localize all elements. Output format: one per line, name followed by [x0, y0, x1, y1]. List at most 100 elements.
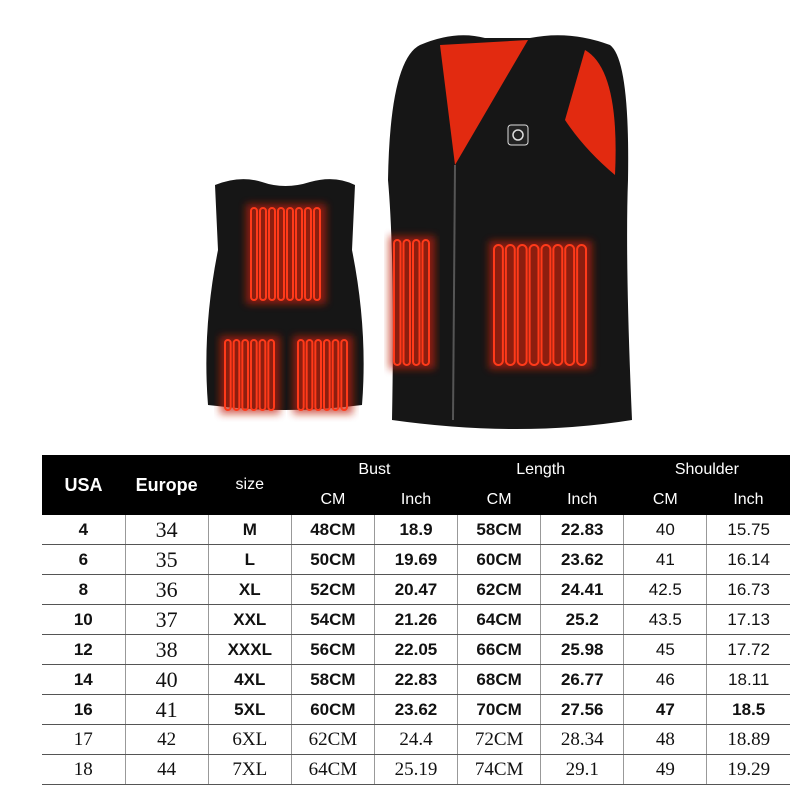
heating-element	[258, 339, 267, 411]
cell-europe: 36	[125, 574, 209, 605]
cell-size: L	[208, 544, 292, 575]
header-shoulder-inch: Inch	[706, 485, 790, 515]
cell-bust-inch: 22.83	[374, 664, 459, 695]
table-row: 14 40 4XL 58CM 22.83 68CM 26.77 46 18.11	[42, 664, 790, 695]
cell-europe: 34	[125, 515, 209, 545]
header-bust-inch: Inch	[374, 485, 458, 515]
header-length-inch: Inch	[540, 485, 624, 515]
cell-usa: 14	[42, 664, 126, 695]
cell-length-cm: 68CM	[457, 664, 542, 695]
cell-shoulder-cm: 45	[623, 634, 708, 665]
heating-pads	[389, 236, 592, 369]
table-row: 10 37 XXL 54CM 21.26 64CM 25.2 43.5 17.13	[42, 604, 790, 635]
cell-length-cm: 64CM	[457, 604, 542, 635]
cell-shoulder-cm: 46	[623, 664, 708, 695]
header-size: size	[208, 455, 292, 515]
cell-usa: 18	[42, 754, 126, 785]
vest-front-view	[388, 35, 632, 429]
cell-size: XL	[208, 574, 292, 605]
cell-bust-cm: 54CM	[291, 604, 375, 635]
heating-element	[412, 239, 421, 366]
heating-element	[331, 339, 340, 411]
heating-element	[552, 244, 564, 366]
heating-element	[313, 207, 321, 301]
cell-length-cm: 60CM	[457, 544, 542, 575]
cell-shoulder-cm: 47	[623, 694, 708, 725]
cell-bust-inch: 25.19	[374, 754, 459, 785]
heating-element	[232, 339, 241, 411]
vest-back-view	[206, 179, 364, 414]
cell-length-inch: 23.62	[540, 544, 625, 575]
cell-bust-inch: 18.9	[374, 515, 459, 545]
cell-shoulder-inch: 15.75	[706, 515, 790, 545]
cell-length-cm: 72CM	[457, 724, 542, 755]
table-row: 18 44 7XL 64CM 25.19 74CM 29.1 49 19.29	[42, 754, 790, 785]
heating-element	[564, 244, 576, 366]
cell-bust-cm: 56CM	[291, 634, 375, 665]
cell-shoulder-inch: 16.14	[706, 544, 790, 575]
heating-element	[295, 207, 303, 301]
heating-element	[250, 339, 258, 411]
heating-element	[286, 207, 294, 301]
heating-element	[297, 339, 305, 411]
header-length: Length	[457, 455, 624, 485]
table-row: 8 36 XL 52CM 20.47 62CM 24.41 42.5 16.73	[42, 574, 790, 605]
table-row: 12 38 XXXL 56CM 22.05 66CM 25.98 45 17.72	[42, 634, 790, 665]
heating-pads	[220, 204, 353, 414]
cell-length-inch: 27.56	[540, 694, 625, 725]
header-bust-cm: CM	[291, 485, 375, 515]
cell-europe: 44	[125, 754, 209, 785]
cell-bust-cm: 60CM	[291, 694, 375, 725]
heating-element	[259, 207, 267, 301]
cell-shoulder-cm: 49	[623, 754, 708, 785]
cell-shoulder-inch: 18.5	[706, 694, 790, 725]
cell-europe: 35	[125, 544, 209, 575]
cell-length-cm: 74CM	[457, 754, 542, 785]
cell-usa: 16	[42, 694, 126, 725]
cell-size: 5XL	[208, 694, 292, 725]
cell-length-inch: 26.77	[540, 664, 625, 695]
cell-length-cm: 62CM	[457, 574, 542, 605]
heating-element	[277, 207, 285, 301]
heating-element	[305, 339, 314, 411]
cell-bust-inch: 19.69	[374, 544, 459, 575]
heating-element	[402, 239, 411, 366]
cell-size: 4XL	[208, 664, 292, 695]
cell-size: 6XL	[208, 724, 292, 755]
heating-element	[224, 339, 232, 411]
cell-usa: 8	[42, 574, 126, 605]
cell-bust-cm: 58CM	[291, 664, 375, 695]
cell-shoulder-inch: 16.73	[706, 574, 790, 605]
header-bust: Bust	[291, 455, 458, 485]
cell-europe: 37	[125, 604, 209, 635]
heated-vest-illustration	[206, 35, 632, 429]
cell-shoulder-cm: 41	[623, 544, 708, 575]
cell-europe: 38	[125, 634, 209, 665]
cell-length-inch: 29.1	[540, 754, 625, 785]
cell-length-inch: 28.34	[540, 724, 625, 755]
cell-bust-inch: 21.26	[374, 604, 459, 635]
cell-shoulder-inch: 18.89	[706, 724, 790, 755]
heating-element	[516, 244, 528, 366]
cell-size: XXL	[208, 604, 292, 635]
power-button-icon	[507, 124, 529, 146]
cell-usa: 6	[42, 544, 126, 575]
cell-length-inch: 22.83	[540, 515, 625, 545]
cell-shoulder-inch: 19.29	[706, 754, 790, 785]
cell-length-inch: 25.98	[540, 634, 625, 665]
cell-europe: 42	[125, 724, 209, 755]
cell-length-inch: 25.2	[540, 604, 625, 635]
cell-length-cm: 70CM	[457, 694, 542, 725]
cell-europe: 41	[125, 694, 209, 725]
cell-bust-cm: 52CM	[291, 574, 375, 605]
cell-bust-inch: 24.4	[374, 724, 459, 755]
heating-element	[323, 339, 331, 411]
heating-element	[304, 207, 312, 301]
cell-europe: 40	[125, 664, 209, 695]
heating-element	[268, 207, 276, 301]
cell-usa: 10	[42, 604, 126, 635]
cell-length-cm: 58CM	[457, 515, 542, 545]
cell-length-cm: 66CM	[457, 634, 542, 665]
heating-element	[250, 207, 258, 301]
header-shoulder-cm: CM	[623, 485, 707, 515]
